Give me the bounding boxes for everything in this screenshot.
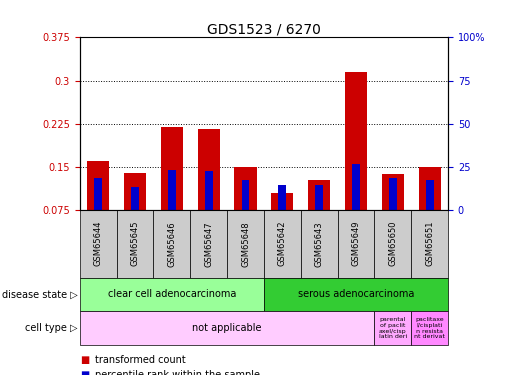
Text: percentile rank within the sample: percentile rank within the sample: [95, 370, 260, 375]
Text: paclitaxe
l/cisplati
n resista
nt derivat: paclitaxe l/cisplati n resista nt deriva…: [414, 317, 445, 339]
Text: GSM65651: GSM65651: [425, 221, 434, 267]
Title: GDS1523 / 6270: GDS1523 / 6270: [207, 22, 321, 36]
Text: serous adenocarcinoma: serous adenocarcinoma: [298, 290, 414, 299]
Bar: [264, 210, 301, 278]
Text: not applicable: not applicable: [193, 323, 262, 333]
Bar: [242, 180, 249, 210]
Bar: [426, 180, 434, 210]
Bar: [389, 178, 397, 210]
Bar: [80, 278, 264, 311]
Text: transformed count: transformed count: [95, 355, 186, 365]
Bar: [80, 210, 117, 278]
Text: GSM65648: GSM65648: [241, 221, 250, 267]
Text: cell type ▷: cell type ▷: [25, 323, 77, 333]
Bar: [227, 210, 264, 278]
Bar: [94, 178, 102, 210]
Bar: [279, 185, 286, 210]
Bar: [198, 129, 220, 210]
Bar: [87, 161, 109, 210]
Bar: [374, 210, 411, 278]
Bar: [168, 170, 176, 210]
Bar: [308, 180, 330, 210]
Bar: [264, 278, 448, 311]
Bar: [234, 167, 256, 210]
Text: clear cell adenocarcinoma: clear cell adenocarcinoma: [108, 290, 236, 299]
Text: GSM65642: GSM65642: [278, 221, 287, 267]
Bar: [80, 311, 374, 345]
Text: GSM65645: GSM65645: [131, 221, 140, 267]
Bar: [338, 210, 374, 278]
Bar: [352, 164, 360, 210]
Bar: [153, 210, 191, 278]
Bar: [411, 210, 448, 278]
Bar: [374, 311, 411, 345]
Bar: [116, 210, 153, 278]
Bar: [191, 210, 227, 278]
Bar: [345, 72, 367, 210]
Bar: [419, 167, 441, 210]
Text: disease state ▷: disease state ▷: [2, 290, 77, 299]
Text: GSM65644: GSM65644: [94, 221, 102, 267]
Bar: [271, 193, 294, 210]
Text: GSM65646: GSM65646: [167, 221, 176, 267]
Bar: [205, 171, 213, 210]
Text: GSM65643: GSM65643: [315, 221, 323, 267]
Text: GSM65650: GSM65650: [388, 221, 397, 267]
Bar: [161, 127, 183, 210]
Bar: [124, 172, 146, 210]
Bar: [131, 187, 139, 210]
Bar: [411, 311, 448, 345]
Text: ■: ■: [80, 370, 89, 375]
Bar: [382, 174, 404, 210]
Text: GSM65647: GSM65647: [204, 221, 213, 267]
Text: parental
of paclit
axel/cisp
latin deri: parental of paclit axel/cisp latin deri: [379, 317, 407, 339]
Bar: [301, 210, 338, 278]
Bar: [315, 185, 323, 210]
Text: ■: ■: [80, 355, 89, 365]
Text: GSM65649: GSM65649: [352, 221, 360, 267]
